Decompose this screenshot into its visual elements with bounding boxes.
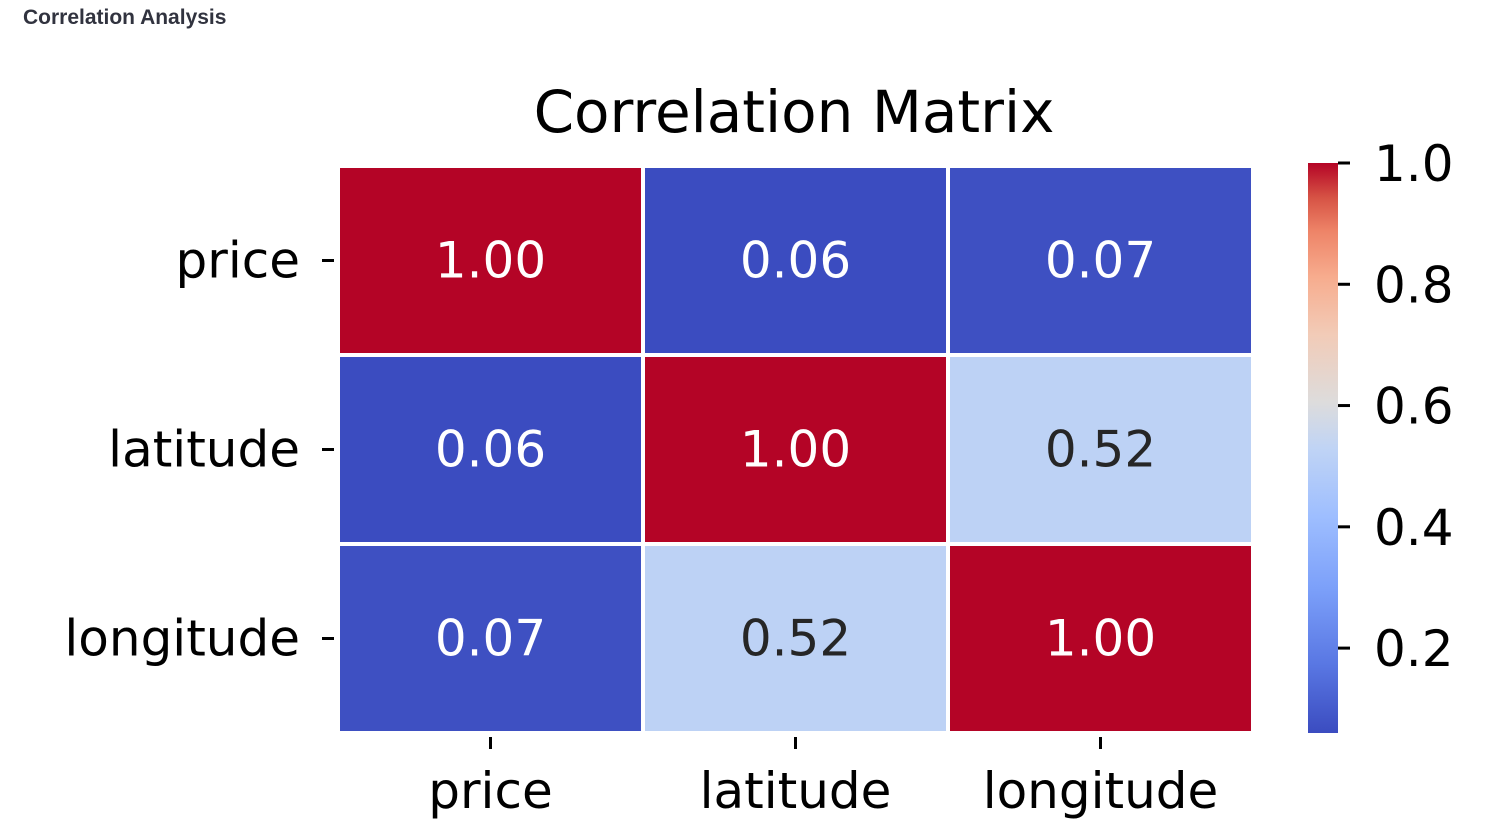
colorbar-tick-label: 0.4 [1374, 499, 1454, 557]
chart-title: Correlation Matrix [534, 78, 1055, 146]
colorbar-tick-label: 0.8 [1374, 256, 1454, 314]
cell-value-label: 0.52 [1045, 421, 1156, 479]
colorbar: 0.2 0.4 0.6 0.8 1.0 [1308, 135, 1454, 733]
column-tick-label: latitude [700, 762, 892, 820]
colorbar-tick-label: 0.2 [1374, 620, 1454, 678]
cell-value-label: 0.07 [435, 610, 546, 668]
row-tick-label: latitude [108, 421, 300, 479]
heatmap-cell [641, 353, 950, 546]
heatmap-cell [946, 164, 1255, 357]
cell-value-label: 1.00 [740, 421, 851, 479]
column-tick-label: longitude [983, 762, 1219, 820]
cell-value-label: 1.00 [1045, 610, 1156, 668]
heatmap-cell [946, 353, 1255, 546]
cell-value-label: 0.52 [740, 610, 851, 668]
colorbar-gradient [1308, 163, 1338, 733]
colorbar-tick-label: 1.0 [1374, 135, 1454, 193]
row-labels: price latitude longitude [64, 232, 334, 668]
column-labels: price latitude longitude [428, 737, 1218, 820]
row-tick-label: longitude [64, 610, 300, 668]
cell-value-label: 1.00 [435, 232, 546, 290]
colorbar-tick-label: 0.6 [1374, 378, 1454, 436]
row-tick-label: price [176, 232, 300, 290]
heatmap-cell [336, 542, 645, 735]
heatmap-cell [641, 542, 950, 735]
cell-value-label: 0.06 [740, 232, 851, 290]
section-title: Correlation Analysis [23, 6, 227, 29]
column-tick-label: price [428, 762, 552, 820]
heatmap-cells: 1.00 0.06 0.07 0.06 1.00 0.52 0.07 0.52 1.00 [336, 164, 1255, 735]
cell-value-label: 0.06 [435, 421, 546, 479]
cell-value-label: 0.07 [1045, 232, 1156, 290]
heatmap-cell [946, 542, 1255, 735]
